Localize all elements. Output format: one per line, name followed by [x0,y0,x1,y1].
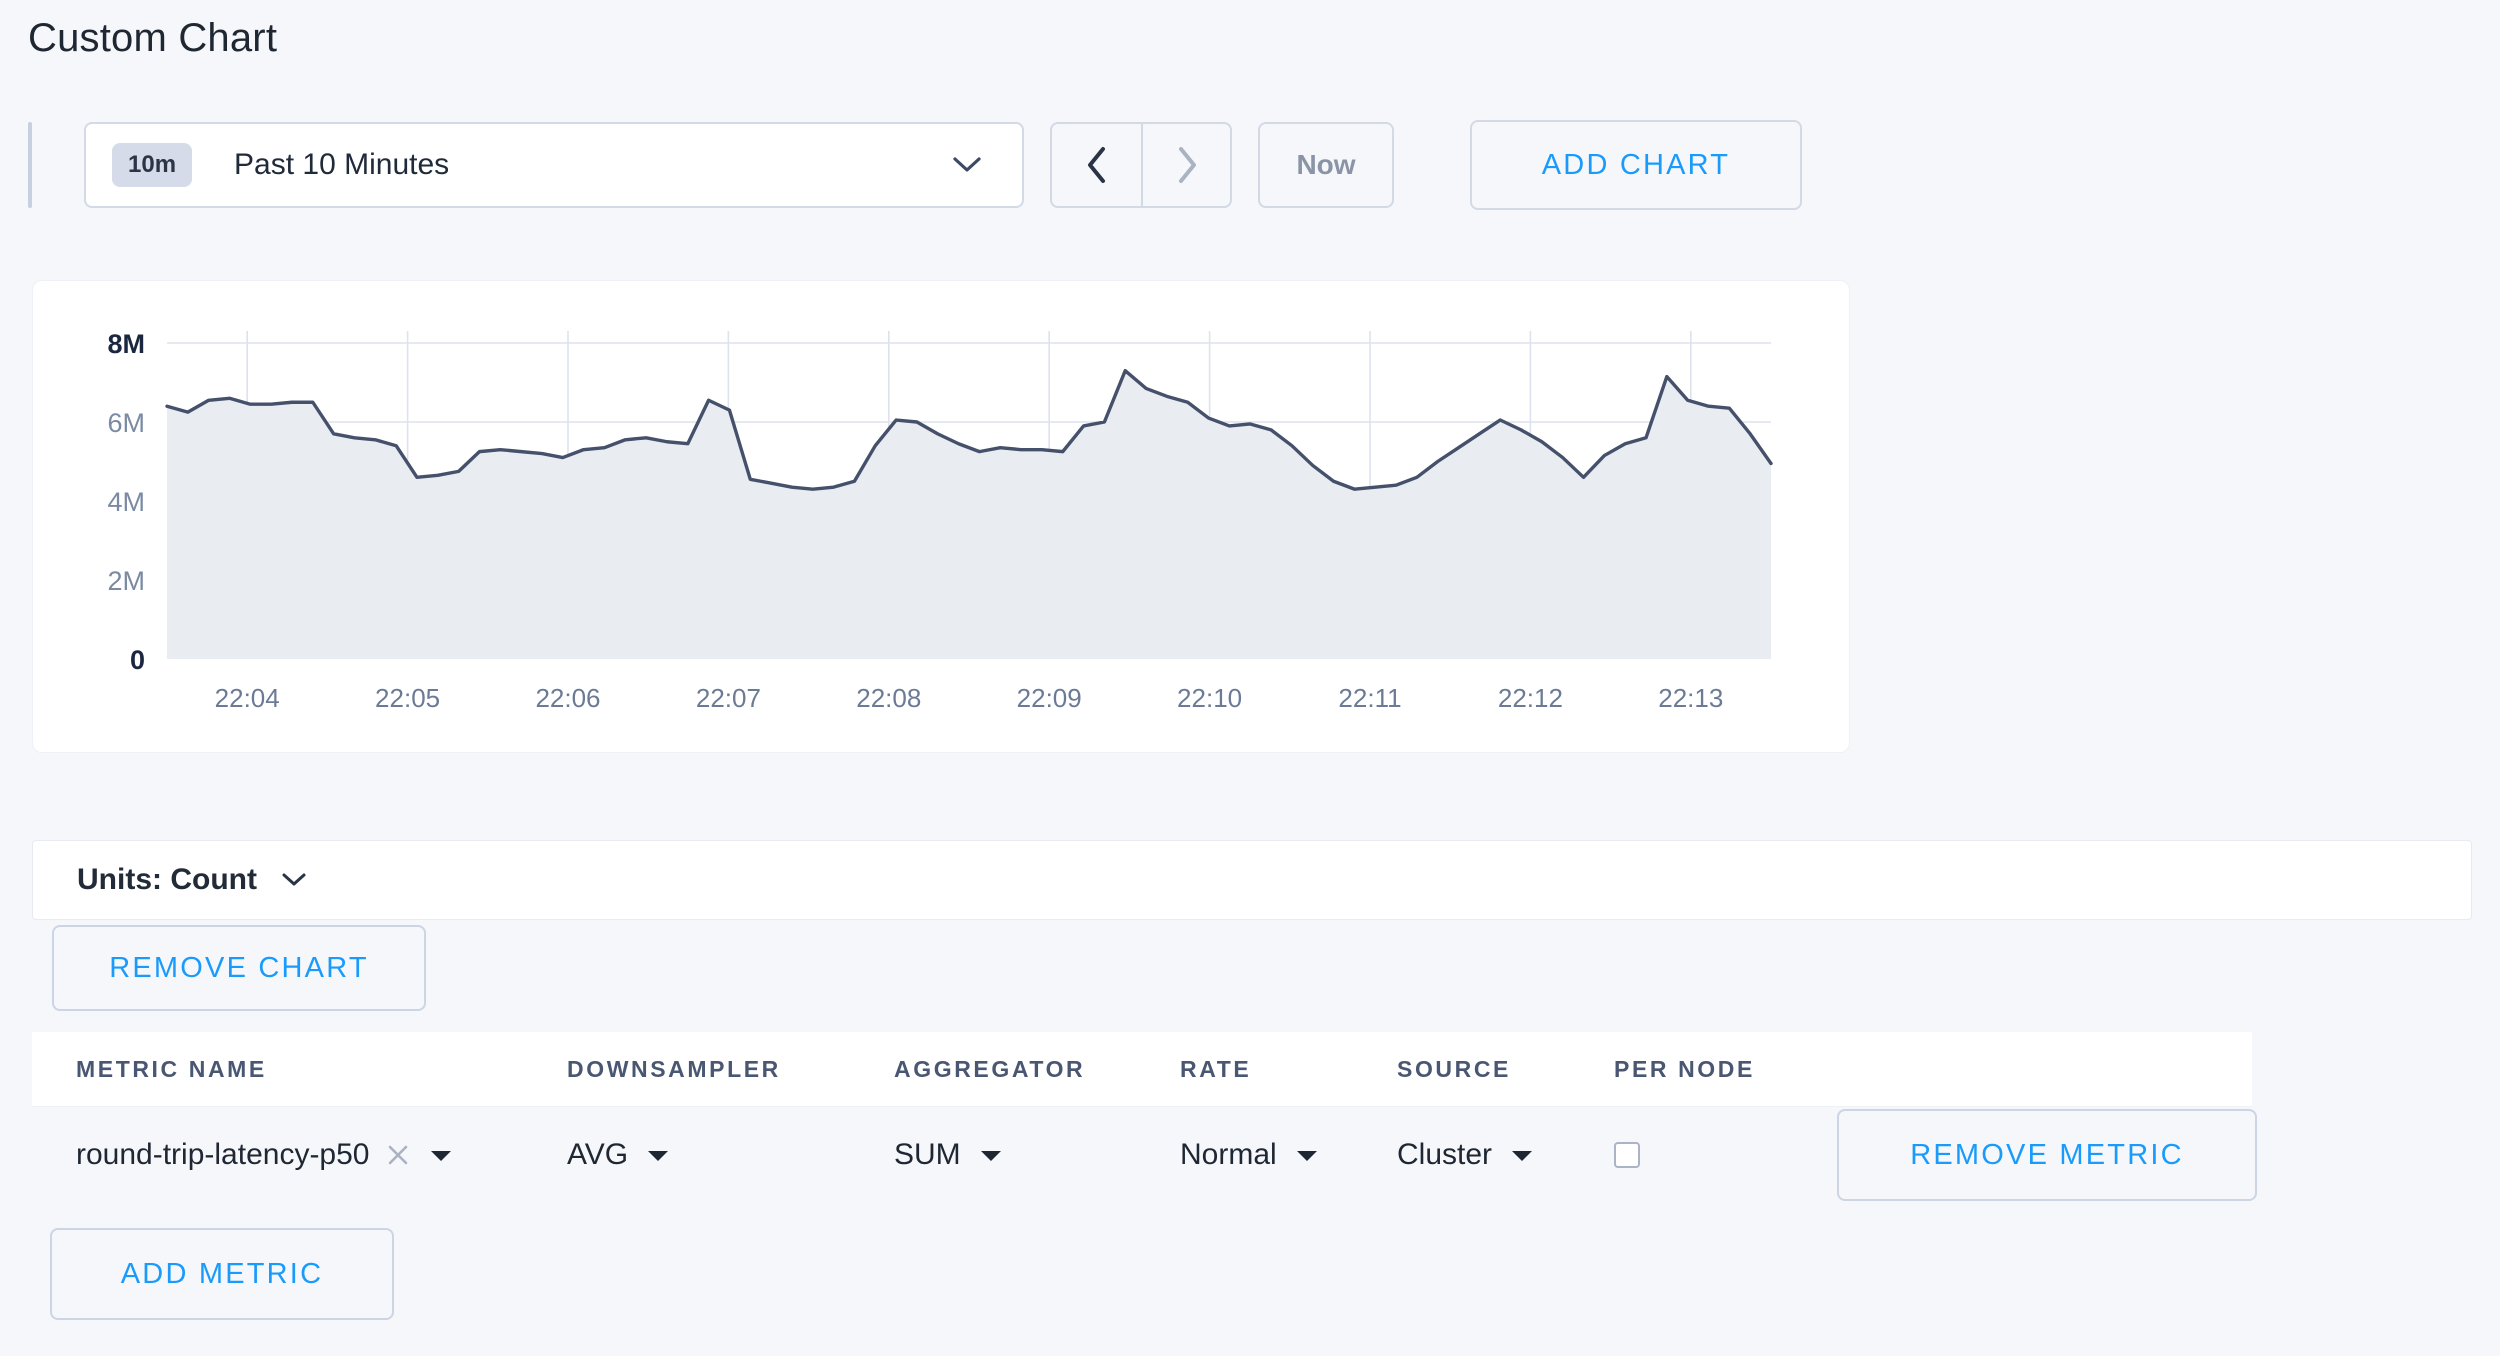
time-nav-group [1050,122,1232,208]
chart-card: 8M 6M 4M 2M 0 22:04 22:05 22:06 22:07 22:08 22:09 2… [32,280,1850,753]
metric-name-value: round-trip-latency-p50 [76,1138,370,1171]
toolbar-divider [28,122,32,208]
aggregator-value: SUM [894,1138,961,1171]
svg-text:4M: 4M [107,487,145,517]
chevron-down-icon [1295,1147,1319,1163]
svg-text:22:10: 22:10 [1177,683,1242,713]
chevron-down-icon[interactable] [429,1147,453,1163]
chart-toolbar: 10m Past 10 Minutes Now ADD CHART [28,120,1802,210]
next-range-button[interactable] [1141,124,1230,206]
chevron-down-icon [1510,1147,1534,1163]
metric-table: METRIC NAME DOWNSAMPLER AGGREGATOR RATE … [32,1032,2257,1203]
table-header-row: METRIC NAME DOWNSAMPLER AGGREGATOR RATE … [32,1032,2252,1107]
chevron-down-icon [281,872,307,888]
rate-value: Normal [1180,1138,1277,1171]
source-value: Cluster [1397,1138,1493,1171]
close-icon[interactable] [385,1142,411,1168]
svg-text:22:08: 22:08 [856,683,921,713]
page-title: Custom Chart [28,16,278,60]
per-node-checkbox[interactable] [1614,1142,1640,1168]
svg-text:22:12: 22:12 [1498,683,1563,713]
svg-text:22:09: 22:09 [1017,683,1082,713]
remove-chart-button[interactable]: REMOVE CHART [52,925,426,1011]
add-metric-button[interactable]: ADD METRIC [50,1228,394,1320]
aggregator-select[interactable]: SUM [894,1138,1003,1172]
svg-text:22:04: 22:04 [215,683,280,713]
time-range-label: Past 10 Minutes [234,148,450,181]
metric-name-select[interactable]: round-trip-latency-p50 [76,1138,453,1172]
per-node-cell [1614,1142,1640,1168]
column-header-per-node: PER NODE [1614,1055,1755,1082]
chevron-down-icon [979,1147,1003,1163]
svg-text:22:05: 22:05 [375,683,440,713]
svg-text:22:07: 22:07 [696,683,761,713]
svg-text:22:06: 22:06 [535,683,600,713]
time-range-select[interactable]: 10m Past 10 Minutes [84,122,1024,208]
chevron-down-icon [646,1147,670,1163]
rate-select[interactable]: Normal [1180,1138,1319,1172]
table-row: round-trip-latency-p50 AVG SUM [32,1107,2257,1203]
time-range-badge: 10m [112,143,193,187]
now-button[interactable]: Now [1258,122,1394,208]
remove-metric-cell: REMOVE METRIC [1837,1109,2257,1201]
svg-text:6M: 6M [107,408,145,438]
svg-text:0: 0 [130,645,145,675]
column-header-metric-name: METRIC NAME [76,1055,267,1082]
chevron-down-icon [952,156,982,174]
svg-text:8M: 8M [107,329,145,359]
column-header-rate: RATE [1180,1055,1252,1082]
svg-text:22:13: 22:13 [1658,683,1723,713]
column-header-source: SOURCE [1397,1055,1512,1082]
remove-metric-button[interactable]: REMOVE METRIC [1837,1109,2257,1201]
units-select[interactable]: Units: Count [32,840,2472,920]
metric-area-chart: 8M 6M 4M 2M 0 22:04 22:05 22:06 22:07 22:08 22:09 2… [107,329,1773,713]
prev-range-button[interactable] [1052,124,1141,206]
column-header-aggregator: AGGREGATOR [894,1055,1086,1082]
column-header-downsampler: DOWNSAMPLER [567,1055,781,1082]
svg-text:2M: 2M [107,566,145,596]
units-label: Units: Count [77,863,257,896]
add-chart-button[interactable]: ADD CHART [1470,120,1802,210]
svg-text:22:11: 22:11 [1338,683,1401,713]
downsampler-value: AVG [567,1138,629,1171]
source-select[interactable]: Cluster [1397,1138,1534,1172]
downsampler-select[interactable]: AVG [567,1138,670,1172]
